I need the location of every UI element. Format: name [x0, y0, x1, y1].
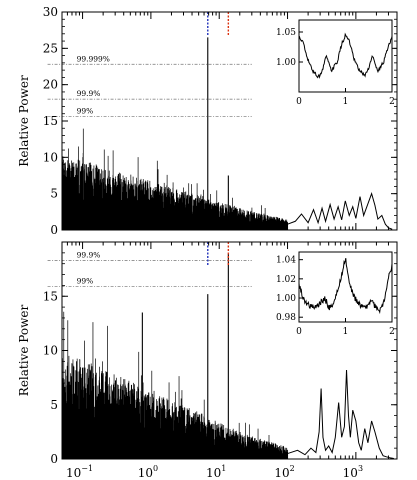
- x-tick-base: 10: [66, 466, 81, 480]
- y-tick-label: 15: [43, 114, 58, 128]
- x-tick-base: 10: [343, 466, 358, 480]
- inset-frame: [298, 19, 393, 93]
- x-tick-label: 101: [206, 464, 226, 480]
- x-tick-label: 10−1: [66, 464, 93, 480]
- power-spectrum-tail: [287, 192, 393, 230]
- y-tick-label: 0: [50, 452, 58, 466]
- significance-label: 99.9%: [77, 89, 101, 98]
- significance-label: 99.9%: [77, 250, 101, 259]
- y-tick-label: 5: [50, 187, 58, 201]
- y-axis-label: Relative Power: [17, 75, 31, 167]
- y-tick-label: 20: [43, 78, 58, 92]
- inset-x-tick-label: 0: [296, 97, 302, 107]
- x-tick-label: 103: [343, 464, 363, 480]
- y-tick-label: 10: [43, 150, 58, 164]
- inset-x-tick-label: 1: [343, 327, 349, 337]
- inset-curve: [298, 258, 393, 315]
- x-tick-label: 102: [274, 464, 294, 480]
- inset-y-tick-label: 1.04: [276, 256, 296, 266]
- x-tick-base: 10: [274, 466, 289, 480]
- x-tick-label: 100: [138, 464, 158, 480]
- y-tick-label: 25: [43, 41, 58, 55]
- inset-frame: [298, 251, 393, 323]
- power-spectrum: [61, 128, 288, 230]
- y-tick-label: 15: [43, 289, 58, 303]
- inset-y-tick-label: 0.98: [276, 313, 296, 323]
- x-tick-exponent: 1: [221, 464, 226, 473]
- power-spectrum: [61, 311, 288, 459]
- y-tick-label: 5: [50, 398, 58, 412]
- inset-lightcurve: 0 1 2 0.98 1.00 1.02 1.04: [276, 251, 395, 337]
- x-tick-base: 10: [206, 466, 221, 480]
- significance-label: 99.999%: [77, 54, 110, 63]
- inset-x-tick-label: 0: [296, 327, 302, 337]
- inset-x-tick-label: 2: [389, 97, 395, 107]
- inset-y-tick-label: 1.00: [276, 294, 296, 304]
- inset-y-tick-label: 1.05: [276, 28, 296, 38]
- inset-x-tick-label: 2: [389, 327, 395, 337]
- y-axis-label: Relative Power: [17, 305, 31, 397]
- x-tick-exponent: 0: [153, 464, 158, 473]
- y-tick-label: 30: [43, 5, 58, 19]
- y-tick-label: 0: [50, 223, 58, 237]
- significance-label: 99%: [77, 107, 94, 116]
- significance-label: 99%: [77, 276, 94, 285]
- inset-lightcurve: 0 1 2 1.00 1.05: [276, 19, 395, 107]
- x-tick-exponent: −1: [81, 464, 93, 473]
- power-spectrum-tail: [287, 370, 394, 459]
- inset-x-tick-label: 1: [343, 97, 349, 107]
- x-tick-exponent: 3: [358, 464, 363, 473]
- inset-curve: [298, 32, 393, 79]
- x-tick-exponent: 2: [290, 464, 295, 473]
- x-tick-base: 10: [138, 466, 153, 480]
- inset-y-tick-label: 1.00: [276, 58, 296, 68]
- y-tick-label: 10: [43, 344, 58, 358]
- inset-y-tick-label: 1.02: [276, 275, 296, 285]
